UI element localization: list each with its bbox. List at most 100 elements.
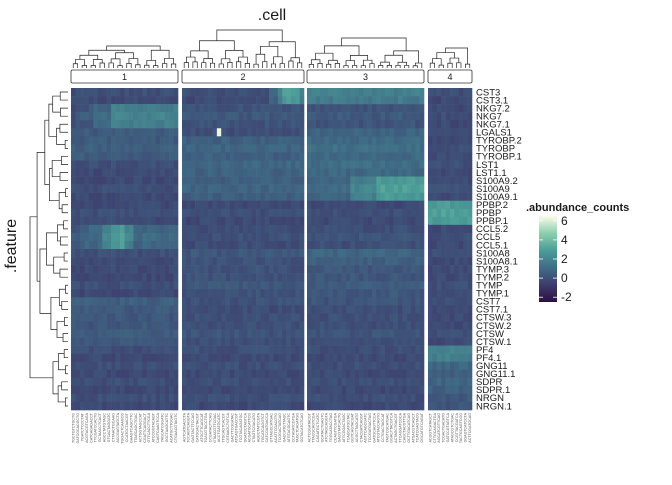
heat-cell xyxy=(93,176,99,185)
heat-cell xyxy=(256,273,261,282)
heat-cell xyxy=(450,353,455,362)
heat-cell xyxy=(286,104,292,113)
heat-cell xyxy=(133,96,139,105)
heat-cell xyxy=(286,361,292,371)
heat-cell xyxy=(88,128,94,137)
heat-cell xyxy=(75,104,81,113)
heat-cell xyxy=(282,361,287,371)
heat-cell xyxy=(333,273,338,282)
heat-cell xyxy=(454,385,460,395)
cell-label: ATCTAGCAGGTA xyxy=(325,412,329,442)
heat-cell xyxy=(243,385,248,395)
dendrogram-branch xyxy=(380,61,390,66)
heat-cell xyxy=(295,361,300,371)
heat-cell xyxy=(282,377,287,387)
heat-cell xyxy=(372,385,377,395)
heat-cell xyxy=(372,192,377,201)
heat-cell xyxy=(315,289,321,298)
heat-cell xyxy=(190,353,196,362)
heat-cell xyxy=(203,200,209,210)
heat-cell xyxy=(120,321,125,330)
heat-cell xyxy=(286,96,292,105)
heat-cell xyxy=(146,377,152,387)
heat-cell xyxy=(128,192,134,201)
heat-cell xyxy=(243,112,248,121)
heat-cell xyxy=(133,289,139,298)
heat-cell xyxy=(324,216,329,226)
heat-cell xyxy=(155,337,161,346)
heat-cell xyxy=(88,208,94,218)
heat-cell xyxy=(133,281,139,290)
heat-cell xyxy=(333,289,338,298)
heat-cell xyxy=(234,224,239,234)
cell-label: ACTCGGATACGT xyxy=(307,412,311,442)
heat-cell xyxy=(182,128,187,137)
heat-cell xyxy=(359,393,364,403)
heat-cell xyxy=(256,216,261,226)
heat-cell xyxy=(428,385,433,395)
heat-cell xyxy=(186,313,192,322)
heat-cell xyxy=(282,88,287,97)
heat-cell xyxy=(385,265,390,274)
heat-cell xyxy=(311,208,316,218)
dendrogram-branch xyxy=(352,65,358,68)
heat-cell xyxy=(256,128,261,137)
heat-cell xyxy=(243,305,248,314)
heat-cell xyxy=(203,385,209,395)
heat-cell xyxy=(277,128,283,137)
heat-cell xyxy=(273,240,279,250)
heat-cell xyxy=(75,224,81,234)
heat-cell xyxy=(307,176,312,185)
heat-cell xyxy=(436,168,442,177)
heat-cell xyxy=(203,120,209,129)
heat-cell xyxy=(186,273,192,282)
heat-cell xyxy=(102,144,107,153)
heat-cell xyxy=(273,329,279,338)
heat-cell xyxy=(229,160,235,169)
cell-label: ATGCTTCAGCAT xyxy=(200,412,204,442)
heat-cell xyxy=(97,401,103,411)
heat-cell xyxy=(155,281,161,290)
heat-cell xyxy=(376,385,381,395)
heat-cell xyxy=(199,224,205,234)
heat-cell xyxy=(467,216,473,226)
heat-cell xyxy=(411,240,416,250)
heat-cell xyxy=(411,329,416,338)
heat-cell xyxy=(199,385,205,395)
heat-cell xyxy=(286,200,292,210)
heat-cell xyxy=(88,144,94,153)
heat-cell xyxy=(415,88,420,97)
heat-cell xyxy=(247,168,253,177)
heat-cell xyxy=(124,313,130,322)
heat-cell xyxy=(182,208,187,218)
heat-cell xyxy=(277,104,283,113)
heat-cell xyxy=(436,249,442,258)
heat-cell xyxy=(75,369,81,379)
heat-cell xyxy=(160,321,165,330)
heat-cell xyxy=(164,200,170,210)
heat-cell xyxy=(454,257,460,266)
heat-cell xyxy=(151,369,157,379)
heat-cell xyxy=(315,297,321,306)
heat-cell xyxy=(234,144,239,153)
heat-cell xyxy=(450,369,455,379)
heat-cell xyxy=(346,96,351,105)
heat-cell xyxy=(307,329,312,338)
heat-cell xyxy=(71,184,76,193)
heat-cell xyxy=(221,144,226,153)
heat-cell xyxy=(432,305,438,314)
heat-cell xyxy=(173,208,179,218)
heat-cell xyxy=(328,240,334,250)
heat-cell xyxy=(164,232,170,242)
heat-cell xyxy=(428,393,433,403)
heat-cell xyxy=(111,297,116,306)
heat-cell xyxy=(359,401,364,411)
heat-cell xyxy=(190,313,196,322)
heat-cell xyxy=(411,216,416,226)
heat-cell xyxy=(216,200,222,210)
cell-label: CTAGTCGACATG xyxy=(252,413,256,443)
heat-cell xyxy=(238,120,244,129)
heat-cell xyxy=(320,353,325,362)
heat-cell xyxy=(441,112,446,121)
heat-cell xyxy=(315,208,321,218)
